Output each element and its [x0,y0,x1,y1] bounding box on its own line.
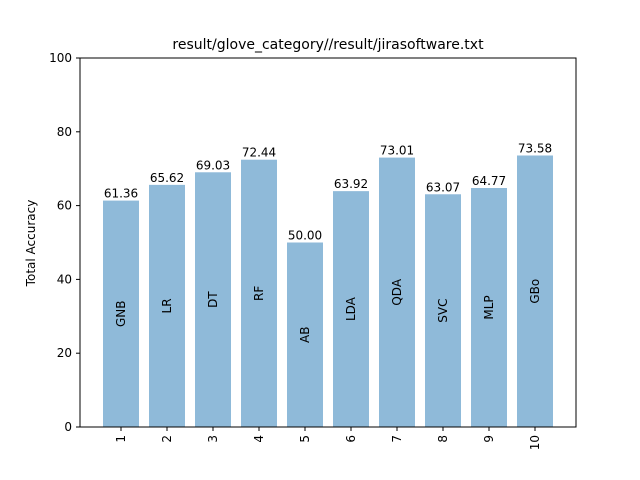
bar [149,184,185,427]
bar-name-label: GBo [528,279,542,304]
y-tick-label: 40 [57,272,72,286]
bar [241,159,277,427]
y-axis: 0 20 40 60 80 100 [49,51,80,434]
bar-name-label: QDA [390,278,404,305]
x-tick-label: 8 [436,435,450,443]
x-tick-label: 2 [160,435,174,443]
bar [379,157,415,428]
y-tick-label: 100 [49,51,72,65]
bar-value-label: 61.36 [104,187,138,201]
bar-name-label: SVC [436,299,450,323]
plot-frame [79,57,577,428]
bar-value-label: 69.03 [196,158,230,172]
bar-name-label: LR [160,298,174,313]
bar-value-label: 63.92 [334,177,368,191]
bar-name-label: AB [298,327,312,343]
x-tick-label: 1 [114,435,128,443]
chart-title: result/glove_category//result/jirasoftwa… [172,37,484,53]
x-tick-label: 7 [390,435,404,443]
x-tick-label: 6 [344,435,358,443]
bar-name-label: RF [252,286,266,301]
y-axis-label: Total Accuracy [24,200,38,288]
bar-value-label: 64.77 [472,174,506,188]
bar [195,172,231,427]
x-tick-label: 5 [298,435,312,443]
y-tick-label: 60 [57,199,72,213]
bars-group: 61.36 GNB 65.62 LR 69.03 DT 72.44 RF 50.00 AB 63.9… [103,141,553,428]
x-tick-label: 9 [482,435,496,443]
bar-value-label: 73.01 [380,144,414,158]
x-tick-label: 4 [252,435,266,443]
bar [103,200,139,427]
bar-value-label: 72.44 [242,146,276,160]
bar-name-label: GNB [114,301,128,328]
bar-value-label: 50.00 [288,229,322,243]
bar-value-label: 63.07 [426,180,460,194]
bar [287,242,323,427]
bar-name-label: LDA [344,296,358,321]
bar-name-label: MLP [482,295,496,319]
bar [333,191,369,427]
y-tick-label: 20 [57,346,72,360]
bar-value-label: 65.62 [150,171,184,185]
bar [425,194,461,427]
x-tick-label: 10 [528,435,542,450]
bar-name-label: DT [206,291,220,308]
y-tick-label: 0 [64,420,72,434]
x-axis: 1 2 3 4 5 6 7 8 9 10 [114,427,542,450]
bar [517,155,553,427]
bar [471,187,507,427]
x-tick-label: 3 [206,435,220,443]
bar-value-label: 73.58 [518,141,552,155]
y-tick-label: 80 [57,125,72,139]
